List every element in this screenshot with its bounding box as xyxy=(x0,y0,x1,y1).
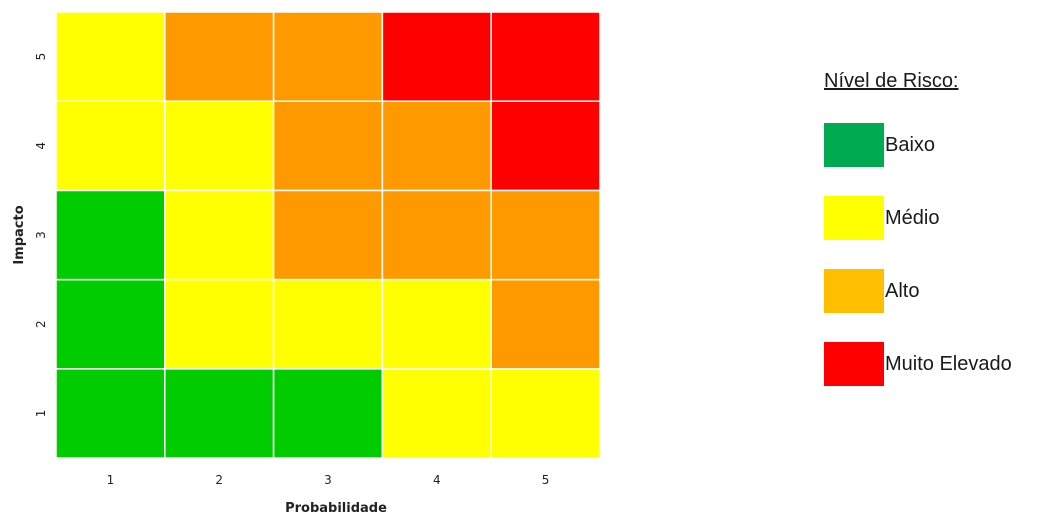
risk-level-legend: Nível de Risco: Baixo Médio Alto Muito E… xyxy=(824,70,1012,415)
heatmap-cell-p1-i1 xyxy=(55,368,166,459)
x-tick-label: 3 xyxy=(324,473,332,487)
heatmap-cell-p3-i4 xyxy=(272,100,384,192)
risk-matrix-chart: 1 2 3 4 5 1 2 3 4 5 Probabilidade Impacto xyxy=(12,11,601,516)
heatmap-cell-p4-i3 xyxy=(381,189,492,281)
legend-swatch-alto xyxy=(824,269,884,313)
legend-swatch-muito-elevado xyxy=(824,342,884,386)
legend-item-alto: Alto xyxy=(824,269,1012,313)
legend-label-muito-elevado: Muito Elevado xyxy=(885,352,1012,375)
legend-item-medio: Médio xyxy=(824,196,1012,240)
heatmap-cells xyxy=(55,11,601,459)
y-tick-label: 1 xyxy=(34,410,48,418)
y-tick-label: 5 xyxy=(34,53,48,61)
heatmap-cell-p1-i3 xyxy=(55,189,166,281)
legend-title: Nível de Risco: xyxy=(824,70,959,92)
heatmap-cell-p2-i2 xyxy=(164,278,275,370)
legend-swatch-baixo xyxy=(824,123,884,167)
heatmap-cell-p5-i4 xyxy=(490,100,601,192)
x-axis-label: Probabilidade xyxy=(285,501,387,516)
heatmap-cell-p4-i5 xyxy=(381,11,492,102)
y-tick-label: 4 xyxy=(34,142,48,150)
y-axis-label: Impacto xyxy=(12,205,27,264)
heatmap-cell-p2-i4 xyxy=(164,100,275,192)
y-tick-label: 2 xyxy=(34,320,48,328)
heatmap-cell-p5-i1 xyxy=(490,368,601,459)
x-tick-label: 2 xyxy=(215,473,223,487)
x-tick-label: 5 xyxy=(542,473,550,487)
legend-label-alto: Alto xyxy=(885,279,920,302)
heatmap-cell-p4-i1 xyxy=(381,368,492,459)
heatmap-cell-p3-i2 xyxy=(272,278,384,370)
x-tick-label: 1 xyxy=(107,473,115,487)
heatmap-cell-p1-i5 xyxy=(55,11,166,102)
y-tick-labels: 1 2 3 4 5 xyxy=(34,53,48,417)
y-tick-label: 3 xyxy=(34,231,48,239)
heatmap-cell-p2-i3 xyxy=(164,189,275,281)
heatmap-cell-p4-i2 xyxy=(381,278,492,370)
heatmap-cell-p1-i4 xyxy=(55,100,166,192)
heatmap-cell-p4-i4 xyxy=(381,100,492,192)
heatmap-cell-p3-i3 xyxy=(272,189,384,281)
legend-item-baixo: Baixo xyxy=(824,123,1012,167)
legend-label-medio: Médio xyxy=(885,206,940,229)
heatmap-cell-p5-i2 xyxy=(490,278,601,370)
legend-item-muito-elevado: Muito Elevado xyxy=(824,342,1012,386)
x-tick-label: 4 xyxy=(433,473,441,487)
heatmap-cell-p3-i5 xyxy=(272,11,384,102)
x-tick-labels: 1 2 3 4 5 xyxy=(107,473,550,487)
heatmap-cell-p2-i1 xyxy=(164,368,275,459)
heatmap-cell-p1-i2 xyxy=(55,278,166,370)
heatmap-cell-p2-i5 xyxy=(164,11,275,102)
legend-label-baixo: Baixo xyxy=(885,133,936,156)
legend-swatch-medio xyxy=(824,196,884,240)
heatmap-cell-p5-i3 xyxy=(490,189,601,281)
heatmap-cell-p5-i5 xyxy=(490,11,601,102)
heatmap-cell-p3-i1 xyxy=(272,368,384,459)
